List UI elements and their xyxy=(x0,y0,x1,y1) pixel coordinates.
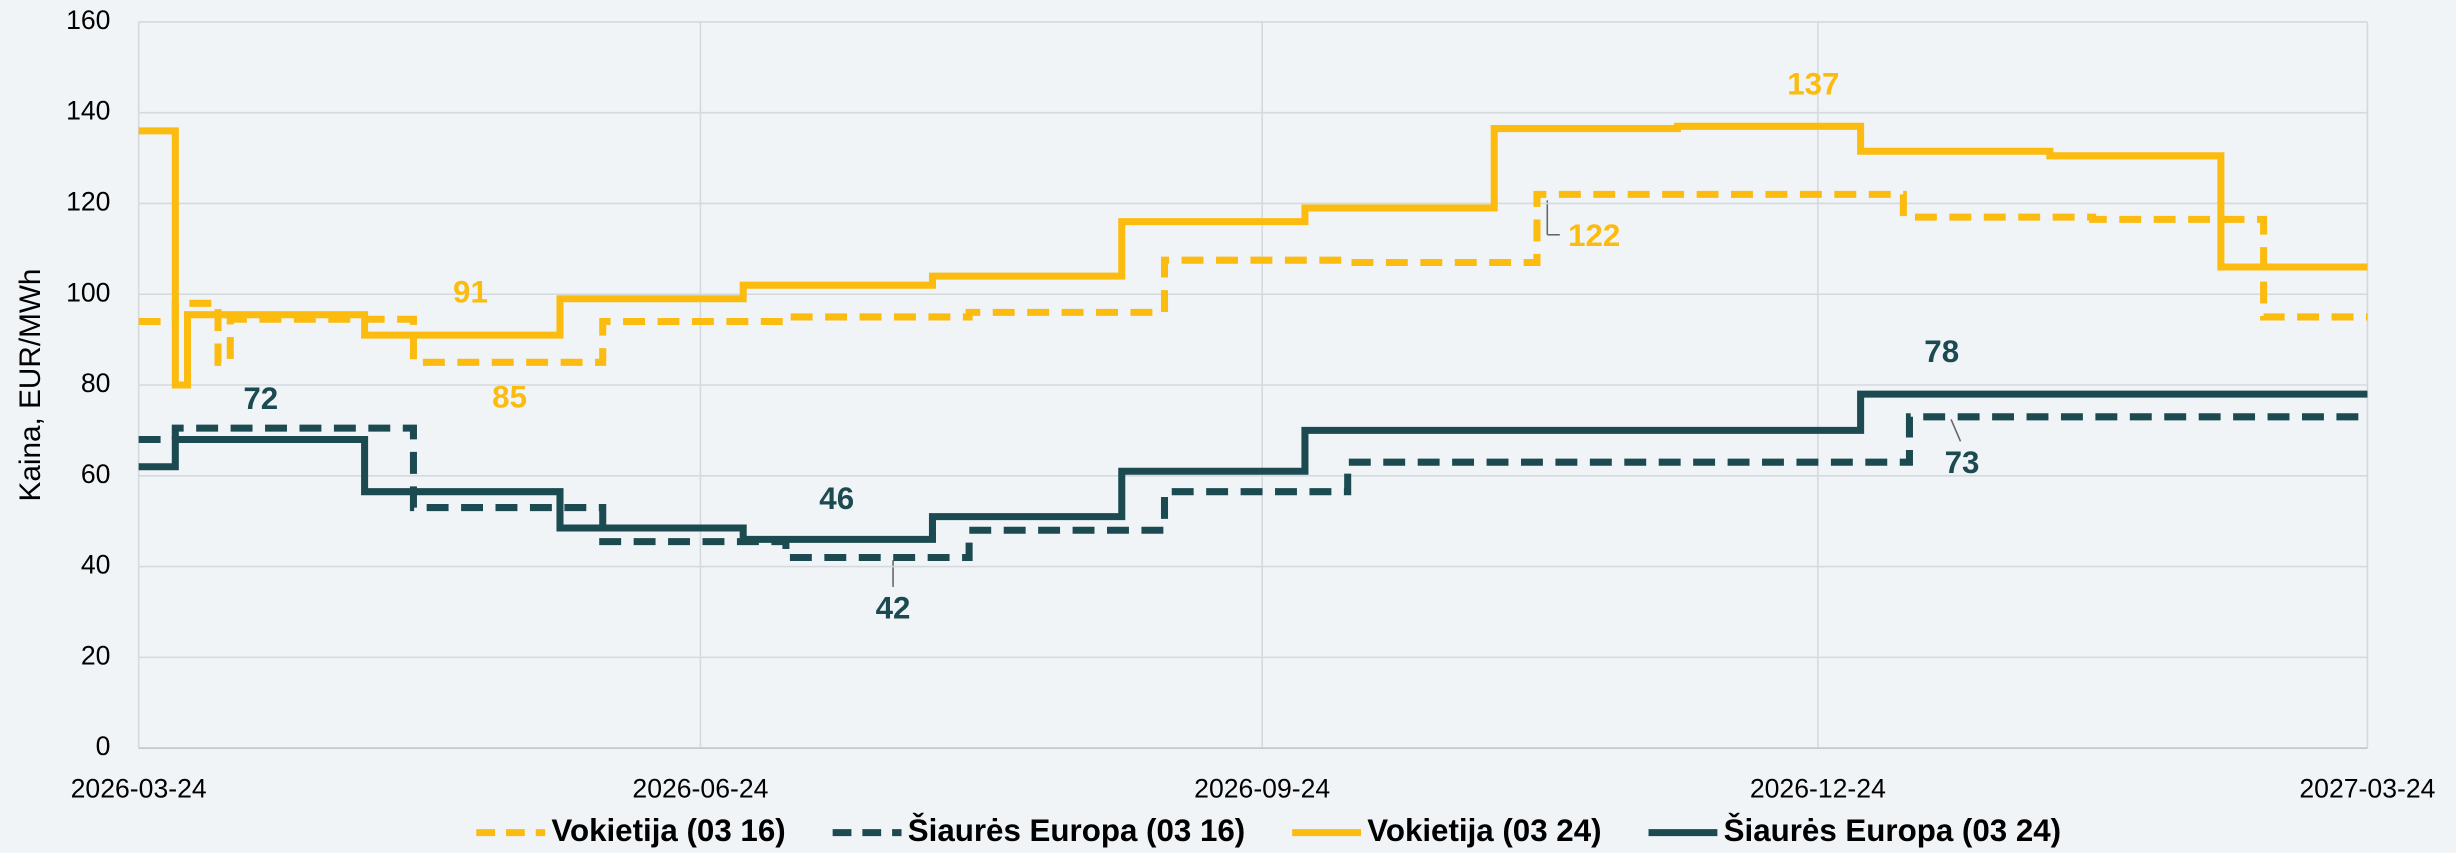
legend-label: Vokietija (03 24) xyxy=(1367,813,1601,848)
x-tick-label: 2026-12-24 xyxy=(1750,773,1886,803)
y-tick-label: 100 xyxy=(66,277,110,307)
x-tick-label: 2026-06-24 xyxy=(632,773,768,803)
legend-label: Vokietija (03 16) xyxy=(551,813,785,848)
annotation: 42 xyxy=(876,591,911,626)
x-tick-label: 2026-09-24 xyxy=(1194,773,1330,803)
y-tick-label: 60 xyxy=(81,459,111,489)
annotation: 72 xyxy=(243,381,278,416)
legend-label: Šiaurės Europa (03 16) xyxy=(908,812,1245,848)
y-tick-label: 160 xyxy=(66,5,110,35)
series-line xyxy=(138,390,2368,543)
series-line xyxy=(138,413,2368,562)
annotation: 91 xyxy=(453,275,488,310)
series-line xyxy=(138,122,2368,389)
series-line xyxy=(138,190,2368,366)
y-tick-label: 80 xyxy=(81,368,111,398)
y-tick-label: 0 xyxy=(96,731,111,761)
y-tick-label: 140 xyxy=(66,96,110,126)
legend-label: Šiaurės Europa (03 24) xyxy=(1724,812,2061,848)
annotation: 122 xyxy=(1568,218,1620,253)
annotation: 85 xyxy=(492,379,527,414)
y-tick-label: 20 xyxy=(81,640,111,670)
annotation: 137 xyxy=(1787,66,1839,101)
annotation: 73 xyxy=(1945,445,1980,480)
y-tick-label: 120 xyxy=(66,186,110,216)
annotation: 46 xyxy=(819,481,854,516)
y-axis-label: Kaina, EUR/MWh xyxy=(14,269,47,502)
annotation: 78 xyxy=(1924,334,1959,369)
leader-line xyxy=(1950,419,1962,442)
x-tick-label: 2026-03-24 xyxy=(71,773,207,803)
x-tick-label: 2027-03-24 xyxy=(2299,773,2435,803)
y-tick-label: 40 xyxy=(81,550,111,580)
